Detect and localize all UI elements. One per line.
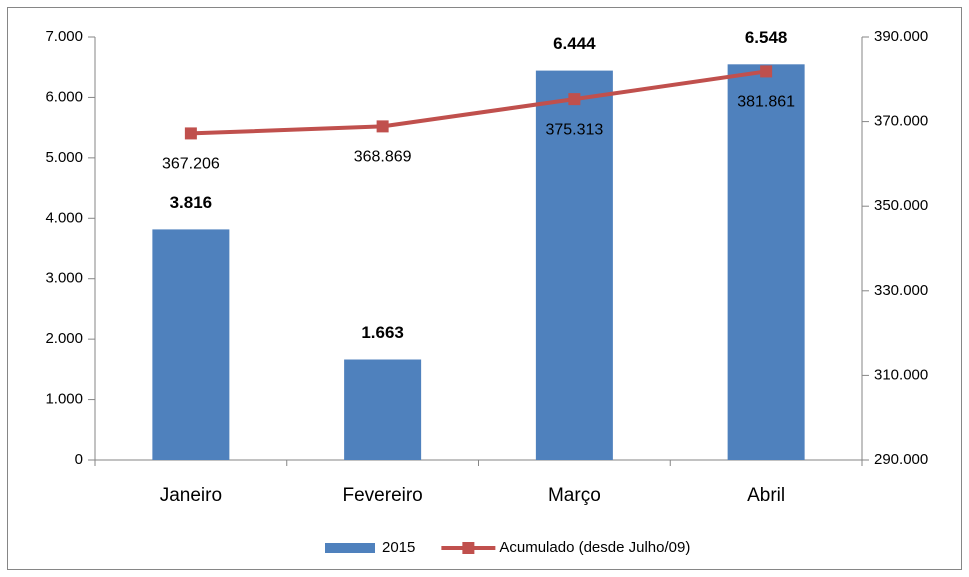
y2-tick-label: 330.000 bbox=[874, 282, 928, 299]
bar bbox=[152, 229, 230, 460]
y-tick-label: 0 bbox=[75, 451, 83, 468]
y2-tick-label: 350.000 bbox=[874, 197, 928, 214]
bar-value-label: 6.548 bbox=[745, 28, 788, 47]
line-value-label: 375.313 bbox=[545, 121, 603, 138]
y-tick-label: 5.000 bbox=[45, 149, 83, 166]
bar-value-label: 1.663 bbox=[361, 323, 404, 342]
legend-marker bbox=[462, 542, 475, 554]
x-tick-label: Abril bbox=[747, 485, 785, 506]
line-value-label: 381.861 bbox=[737, 94, 795, 111]
y-tick-label: 7.000 bbox=[45, 28, 83, 45]
line-marker bbox=[760, 65, 773, 78]
bar-value-label: 3.816 bbox=[170, 193, 213, 212]
y2-tick-label: 390.000 bbox=[874, 28, 928, 45]
x-tick-label: Janeiro bbox=[160, 485, 222, 506]
y-tick-label: 3.000 bbox=[45, 270, 83, 287]
y-tick-label: 1.000 bbox=[45, 391, 83, 408]
x-tick-label: Março bbox=[548, 485, 601, 506]
y2-tick-label: 310.000 bbox=[874, 366, 928, 383]
y-tick-label: 4.000 bbox=[45, 209, 83, 226]
legend-label: Acumulado (desde Julho/09) bbox=[499, 539, 690, 556]
bar bbox=[535, 70, 613, 460]
bar-value-label: 6.444 bbox=[553, 34, 596, 53]
y-tick-label: 2.000 bbox=[45, 330, 83, 347]
chart-border bbox=[7, 7, 962, 570]
bar bbox=[727, 64, 805, 460]
line-marker bbox=[376, 120, 389, 133]
legend-label: 2015 bbox=[382, 539, 415, 556]
line-value-label: 367.206 bbox=[162, 156, 220, 173]
y2-tick-label: 370.000 bbox=[874, 113, 928, 130]
x-tick-label: Fevereiro bbox=[343, 485, 423, 506]
line-marker bbox=[568, 93, 581, 106]
line bbox=[190, 69, 767, 136]
line-value-label: 368.869 bbox=[354, 149, 412, 166]
y2-tick-label: 290.000 bbox=[874, 451, 928, 468]
line-marker bbox=[184, 127, 197, 140]
bar bbox=[344, 359, 422, 460]
legend-swatch bbox=[325, 543, 375, 553]
y-tick-label: 6.000 bbox=[45, 88, 83, 105]
